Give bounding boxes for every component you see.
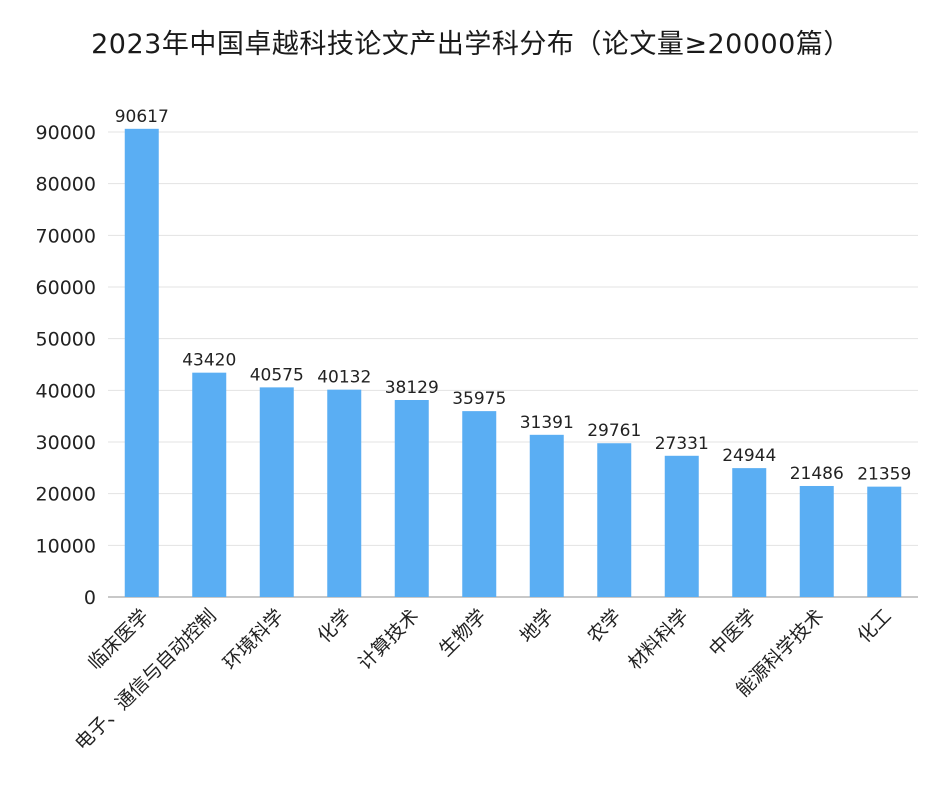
bars [124, 128, 902, 597]
bar [394, 400, 429, 597]
bar [259, 387, 294, 597]
bar [867, 486, 902, 597]
category-label: 材料科学 [624, 605, 693, 674]
chart-title: 2023年中国卓越科技论文产出学科分布（论文量≥20000篇） [91, 29, 851, 60]
data-label: 90617 [115, 107, 169, 127]
bar [799, 485, 834, 597]
category-label: 临床医学 [84, 605, 153, 674]
y-tick-label: 40000 [36, 380, 96, 402]
y-tick-label: 20000 [36, 484, 96, 506]
y-tick-label: 90000 [36, 122, 96, 144]
data-label: 21359 [857, 465, 911, 485]
data-label: 21486 [790, 464, 844, 484]
data-label: 35975 [452, 389, 506, 409]
category-label: 农学 [583, 605, 625, 647]
data-label: 29761 [587, 421, 641, 441]
y-axis-ticks: 0 10000 20000 30000 40000 50000 60000 70000 8000… [36, 122, 96, 609]
data-label: 38129 [385, 378, 439, 398]
category-label: 化学 [313, 605, 355, 647]
bar [529, 434, 564, 597]
bar [597, 443, 632, 597]
y-tick-label: 70000 [36, 225, 96, 247]
y-tick-label: 60000 [36, 277, 96, 299]
bar [192, 372, 227, 597]
data-label: 24944 [722, 446, 776, 466]
category-label: 生物学 [435, 605, 491, 661]
category-label: 计算技术 [354, 605, 423, 674]
y-tick-label: 50000 [36, 329, 96, 351]
data-label: 31391 [520, 413, 574, 433]
category-label: 化工 [853, 605, 895, 647]
category-label: 地学 [516, 605, 558, 647]
y-tick-label: 30000 [36, 432, 96, 454]
y-tick-label: 80000 [36, 174, 96, 196]
data-label: 43420 [182, 351, 236, 371]
y-tick-label: 0 [84, 587, 96, 609]
data-label: 40132 [317, 368, 371, 388]
y-tick-label: 10000 [36, 535, 96, 557]
grid-lines [108, 131, 918, 598]
bar [732, 468, 767, 597]
category-label: 环境科学 [219, 605, 288, 674]
data-labels: 90617 43420 40575 40132 38129 35975 31391 29761… [115, 107, 912, 485]
bar [462, 411, 497, 597]
bar [327, 389, 362, 597]
data-label: 40575 [250, 365, 304, 385]
bar [664, 455, 699, 597]
bar [124, 128, 159, 597]
category-label: 中医学 [705, 605, 761, 661]
data-label: 27331 [655, 434, 709, 454]
